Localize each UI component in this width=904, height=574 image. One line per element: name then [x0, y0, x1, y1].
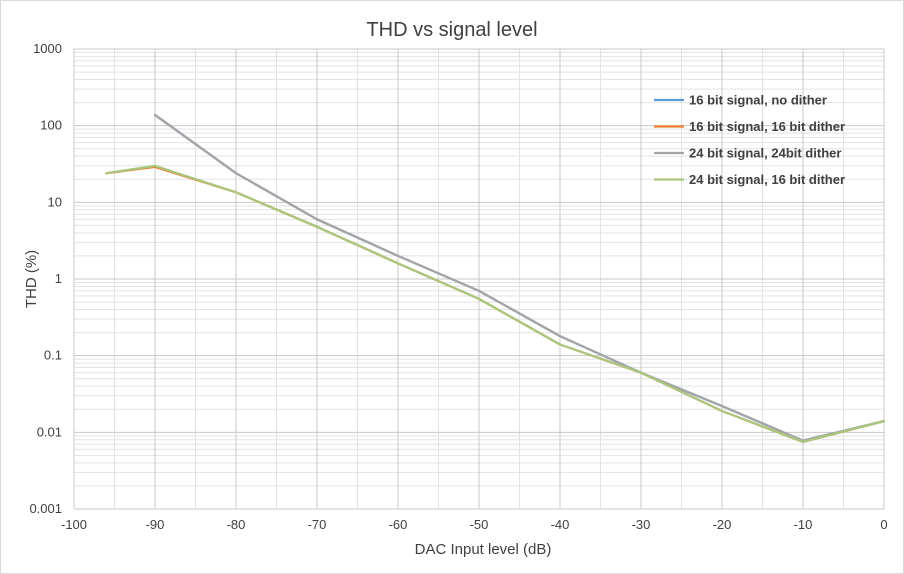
y-tick-label: 0.001 — [29, 501, 62, 516]
series-line-3 — [153, 113, 886, 442]
y-axis-title: THD (%) — [23, 250, 40, 308]
legend-label: 24 bit signal, 16 bit dither — [689, 172, 845, 187]
y-tick-label: 10 — [48, 194, 62, 209]
legend-label: 16 bit signal, 16 bit dither — [689, 119, 845, 134]
x-tick-label: -90 — [146, 517, 165, 532]
legend-label: 16 bit signal, no dither — [689, 93, 827, 108]
chart-title: THD vs signal level — [366, 19, 537, 41]
x-tick-label: -30 — [632, 517, 651, 532]
x-tick-label: -80 — [227, 517, 246, 532]
x-tick-label: -10 — [794, 517, 813, 532]
series-line-4 — [105, 164, 886, 444]
x-tick-label: -50 — [470, 517, 489, 532]
x-axis-title: DAC Input level (dB) — [415, 541, 552, 558]
y-tick-label: 1 — [55, 271, 62, 286]
legend: 16 bit signal, no dither 16 bit signal, 1… — [654, 93, 845, 187]
x-tick-label: -40 — [551, 517, 570, 532]
x-tick-label: -60 — [389, 517, 408, 532]
x-tick-label: -70 — [308, 517, 327, 532]
x-tick-label: 0 — [880, 517, 887, 532]
x-tick-labels: -100 -90 -80 -70 -60 -50 -40 -30 -20 -10 0 — [61, 517, 888, 532]
y-tick-label: 1000 — [33, 41, 62, 56]
major-gridlines — [73, 48, 885, 510]
legend-label: 24 bit signal, 24bit dither — [689, 146, 841, 161]
y-tick-label: 0.01 — [37, 424, 62, 439]
y-tick-label: 100 — [40, 118, 62, 133]
y-tick-labels: 0.001 0.01 0.1 1 10 100 1000 — [29, 41, 62, 516]
y-tick-label: 0.1 — [44, 348, 62, 363]
x-tick-label: -20 — [713, 517, 732, 532]
series-line-2 — [105, 165, 886, 444]
x-tick-label: -100 — [61, 517, 87, 532]
series-lines — [105, 113, 886, 444]
